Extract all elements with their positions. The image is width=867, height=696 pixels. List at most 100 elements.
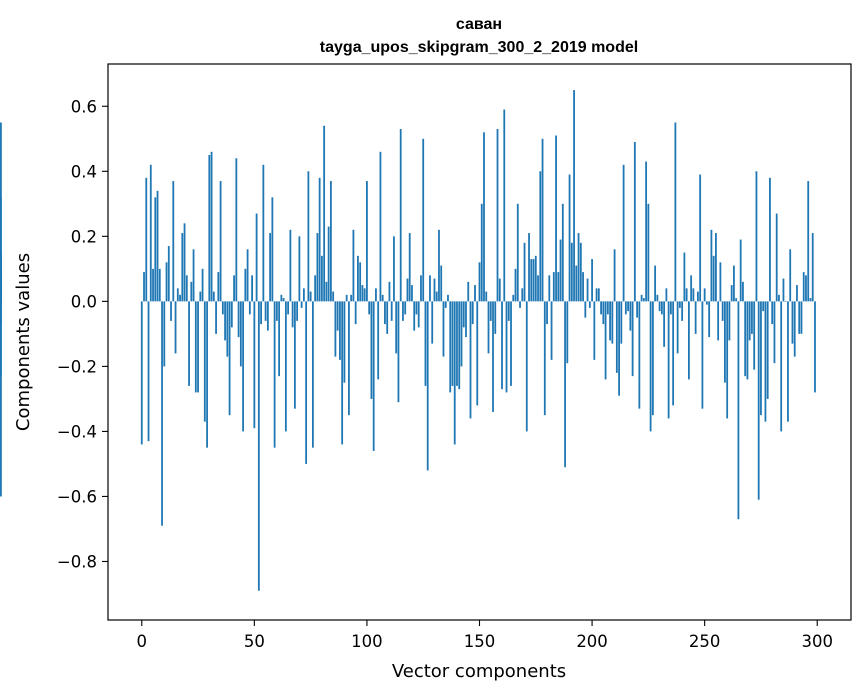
bar: [805, 275, 807, 302]
bar: [438, 229, 440, 302]
bar: [773, 301, 776, 364]
bar: [597, 288, 600, 302]
bar: [395, 301, 398, 354]
bar: [226, 301, 229, 357]
bar: [539, 171, 542, 302]
bar: [167, 246, 170, 302]
bar: [602, 301, 605, 325]
bar: [642, 298, 645, 302]
bar: [476, 301, 479, 406]
bar: [775, 213, 778, 302]
bar: [604, 301, 607, 380]
bar: [316, 233, 319, 302]
bar: [176, 288, 179, 302]
x-tick-label: 50: [244, 632, 265, 651]
bar: [541, 138, 544, 302]
bar: [248, 301, 251, 315]
x-axis-ticks: 0 50 100 150 200 250 300: [137, 620, 833, 651]
bar: [521, 288, 524, 302]
bar: [413, 301, 416, 331]
bar: [672, 301, 675, 406]
bar: [375, 288, 377, 302]
x-axis-label: Vector components: [392, 661, 566, 682]
bar: [307, 171, 310, 302]
bar: [519, 301, 521, 308]
bar: [694, 301, 697, 334]
bar: [744, 301, 747, 377]
bar: [280, 294, 283, 302]
bar: [550, 301, 553, 360]
bar: [352, 229, 355, 302]
bar: [278, 301, 281, 377]
bar: [145, 177, 148, 302]
bar: [174, 301, 177, 354]
y-tick-label: 0.6: [71, 97, 97, 116]
bar: [233, 275, 235, 302]
x-tick-label: 300: [801, 632, 833, 651]
bar: [246, 249, 249, 302]
bar: [260, 301, 262, 325]
bar: [140, 301, 143, 445]
bar: [807, 181, 810, 302]
bar: [422, 138, 425, 302]
bar: [577, 233, 580, 302]
bar: [228, 301, 231, 416]
bar: [433, 278, 436, 302]
bar: [327, 226, 330, 302]
bar: [440, 265, 443, 302]
bar: [289, 229, 292, 302]
bar: [255, 213, 258, 302]
bar: [0, 301, 2, 497]
bar: [708, 301, 711, 338]
bar: [798, 301, 801, 334]
bar: [534, 255, 537, 302]
bar: [561, 203, 564, 302]
bar: [462, 301, 465, 328]
bar: [467, 281, 470, 302]
bar: [361, 285, 364, 302]
bar: [152, 268, 154, 302]
bar: [613, 249, 616, 302]
bar: [683, 252, 686, 302]
bar: [447, 294, 449, 302]
bar: [532, 259, 535, 302]
bar: [217, 272, 220, 302]
bar: [318, 177, 321, 302]
y-tick-label: −0.4: [57, 422, 97, 441]
bar: [444, 301, 447, 308]
bar: [764, 301, 767, 422]
bar: [311, 301, 314, 448]
bar: [681, 301, 684, 321]
bar: [471, 301, 474, 325]
bar: [656, 294, 659, 302]
bar: [640, 294, 643, 302]
bar: [370, 301, 373, 399]
bar: [543, 301, 546, 416]
bar: [582, 272, 584, 302]
bar: [510, 301, 512, 386]
bar: [498, 278, 501, 302]
bar: [203, 301, 206, 422]
bar: [717, 301, 720, 341]
bar: [564, 301, 566, 468]
bar: [751, 301, 753, 334]
bar: [525, 301, 528, 432]
bar: [300, 301, 303, 308]
bar: [507, 301, 510, 321]
bar: [780, 301, 783, 432]
bar: [789, 249, 792, 302]
bar: [287, 301, 290, 315]
bar: [161, 301, 163, 526]
bar: [647, 203, 650, 302]
bar: [197, 301, 199, 393]
bar: [165, 262, 168, 302]
bar: [555, 135, 557, 302]
bar: [566, 301, 569, 364]
y-tick-label: −0.6: [57, 487, 97, 506]
bar: [215, 301, 217, 334]
bar: [591, 259, 593, 302]
bar: [791, 301, 794, 344]
bar: [638, 301, 641, 409]
bar: [357, 255, 359, 302]
bar: [230, 301, 233, 328]
